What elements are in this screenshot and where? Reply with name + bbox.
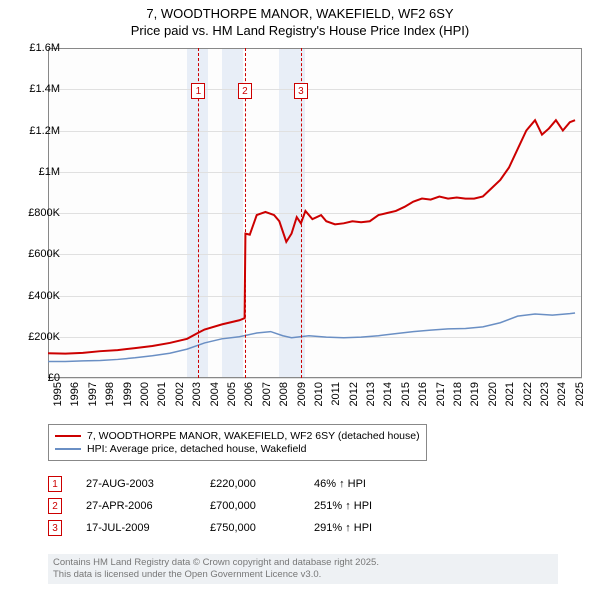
sale-marker-box-1: 1 (48, 476, 62, 492)
sale-row-1: 1 27-AUG-2003 £220,000 46% ↑ HPI (48, 476, 404, 492)
sale-price-2: £700,000 (210, 500, 290, 512)
y-tick-label: £200K (16, 331, 60, 343)
x-tick-label: 2004 (209, 382, 221, 406)
x-tick-label: 2023 (539, 382, 551, 406)
chart-plot-area: 1995199619971998199920002001200220032004… (48, 48, 582, 378)
sale-price-3: £750,000 (210, 522, 290, 534)
x-tick-label: 1995 (52, 382, 64, 406)
legend-swatch-0 (55, 435, 81, 437)
x-tick-label: 2008 (278, 382, 290, 406)
y-tick-label: £0 (16, 372, 60, 384)
x-tick-label: 2007 (261, 382, 273, 406)
y-tick-label: £1.2M (16, 125, 60, 137)
y-tick-label: £1.6M (16, 42, 60, 54)
y-tick-label: £800K (16, 207, 60, 219)
legend-label-0: 7, WOODTHORPE MANOR, WAKEFIELD, WF2 6SY … (87, 430, 420, 442)
sale-pct-1: 46% ↑ HPI (314, 478, 404, 490)
attribution-footer: Contains HM Land Registry data © Crown c… (48, 554, 558, 584)
sale-marker-box-2: 2 (48, 498, 62, 514)
x-tick-label: 2012 (348, 382, 360, 406)
title-line-2: Price paid vs. HM Land Registry's House … (10, 23, 590, 40)
sale-pct-3: 291% ↑ HPI (314, 522, 404, 534)
sale-date-3: 17-JUL-2009 (86, 522, 186, 534)
x-tick-label: 2002 (174, 382, 186, 406)
x-tick-label: 2015 (400, 382, 412, 406)
x-tick-label: 2021 (504, 382, 516, 406)
x-tick-label: 1998 (104, 382, 116, 406)
sale-price-1: £220,000 (210, 478, 290, 490)
sale-marker-3: 3 (294, 83, 308, 99)
footer-line-2: This data is licensed under the Open Gov… (53, 569, 553, 581)
x-tick-label: 1999 (122, 382, 134, 406)
sale-marker-1: 1 (191, 83, 205, 99)
x-tick-label: 2019 (469, 382, 481, 406)
sales-table: 1 27-AUG-2003 £220,000 46% ↑ HPI 2 27-AP… (48, 470, 404, 542)
x-tick-label: 2006 (243, 382, 255, 406)
x-tick-label: 2010 (313, 382, 325, 406)
legend: 7, WOODTHORPE MANOR, WAKEFIELD, WF2 6SY … (48, 424, 427, 461)
x-tick-label: 2020 (487, 382, 499, 406)
x-tick-label: 2018 (452, 382, 464, 406)
footer-line-1: Contains HM Land Registry data © Crown c… (53, 557, 553, 569)
title-line-1: 7, WOODTHORPE MANOR, WAKEFIELD, WF2 6SY (10, 6, 590, 23)
x-tick-label: 2001 (156, 382, 168, 406)
y-tick-label: £600K (16, 248, 60, 260)
series-svg (48, 48, 582, 378)
series-line (48, 120, 575, 353)
x-tick-label: 2000 (139, 382, 151, 406)
y-tick-label: £400K (16, 290, 60, 302)
x-tick-label: 2022 (522, 382, 534, 406)
sale-marker-2: 2 (238, 83, 252, 99)
sale-row-3: 3 17-JUL-2009 £750,000 291% ↑ HPI (48, 520, 404, 536)
sale-date-2: 27-APR-2006 (86, 500, 186, 512)
legend-item-0: 7, WOODTHORPE MANOR, WAKEFIELD, WF2 6SY … (55, 430, 420, 442)
x-tick-label: 2025 (574, 382, 586, 406)
sale-row-2: 2 27-APR-2006 £700,000 251% ↑ HPI (48, 498, 404, 514)
plot-region: 1995199619971998199920002001200220032004… (48, 48, 582, 378)
x-tick-label: 2009 (296, 382, 308, 406)
x-tick-label: 2013 (365, 382, 377, 406)
x-tick-label: 1996 (69, 382, 81, 406)
legend-item-1: HPI: Average price, detached house, Wake… (55, 443, 420, 455)
y-tick-label: £1.4M (16, 83, 60, 95)
x-tick-label: 2011 (330, 382, 342, 406)
legend-swatch-1 (55, 448, 81, 450)
x-tick-label: 2024 (556, 382, 568, 406)
legend-label-1: HPI: Average price, detached house, Wake… (87, 443, 306, 455)
x-tick-label: 2003 (191, 382, 203, 406)
series-line (48, 313, 575, 361)
sale-marker-box-3: 3 (48, 520, 62, 536)
sale-pct-2: 251% ↑ HPI (314, 500, 404, 512)
x-tick-label: 2017 (435, 382, 447, 406)
x-tick-label: 2014 (382, 382, 394, 406)
y-tick-label: £1M (16, 166, 60, 178)
sale-date-1: 27-AUG-2003 (86, 478, 186, 490)
x-tick-label: 2005 (226, 382, 238, 406)
x-tick-label: 1997 (87, 382, 99, 406)
x-tick-label: 2016 (417, 382, 429, 406)
chart-title-block: 7, WOODTHORPE MANOR, WAKEFIELD, WF2 6SY … (0, 0, 600, 42)
